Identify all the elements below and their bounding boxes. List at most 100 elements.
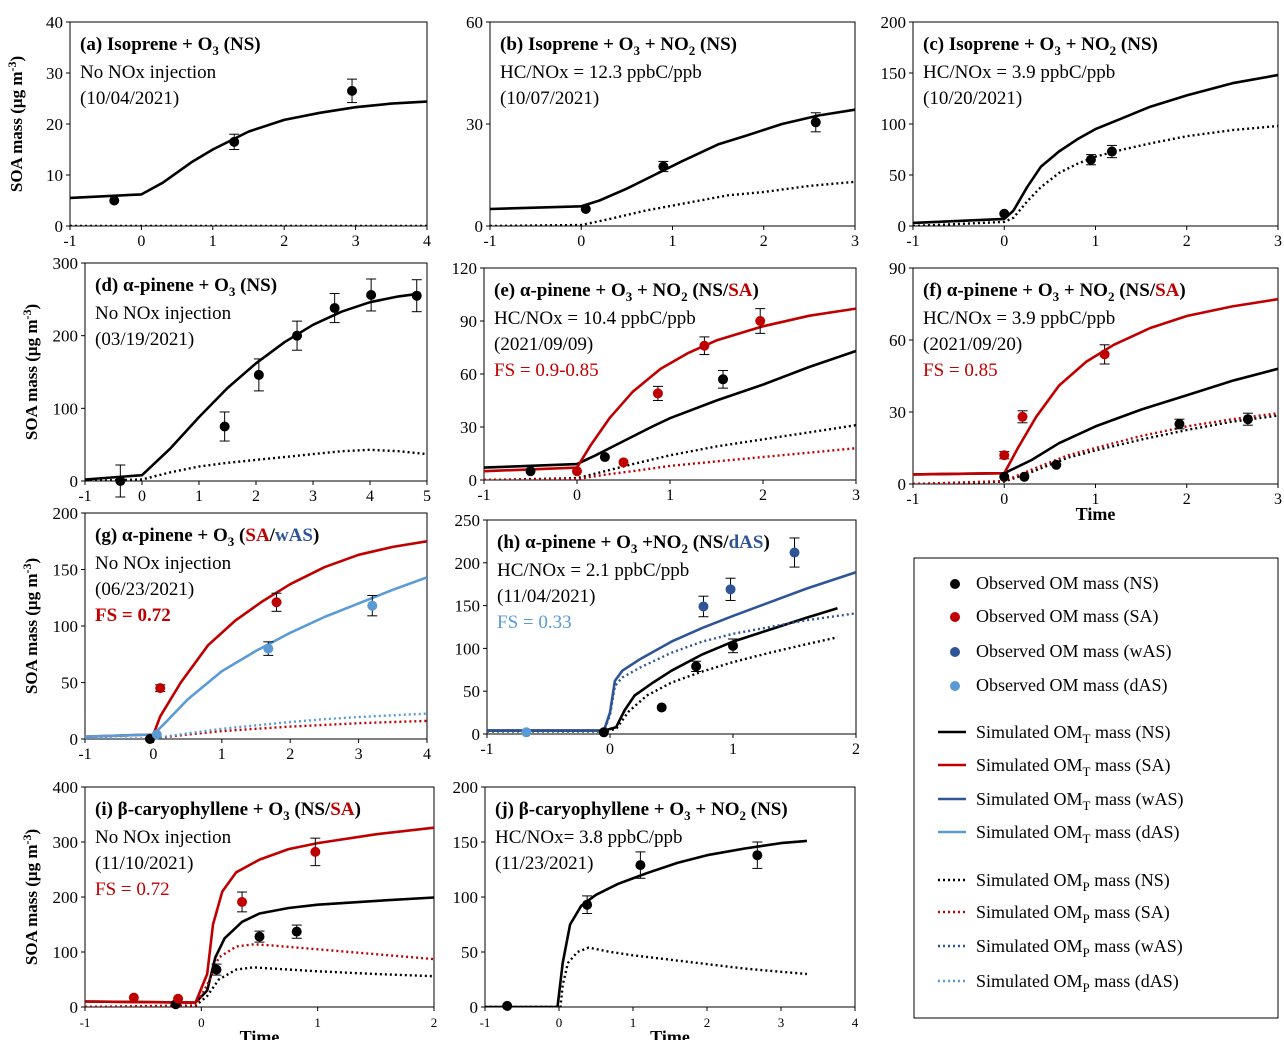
y-tick-label: 90	[460, 312, 477, 331]
legend-text: Observed OM mass (NS)	[976, 573, 1158, 594]
legend-text: Simulated OM	[976, 870, 1083, 890]
title-part: (a) Isoprene + O	[80, 34, 212, 55]
observed-point-NS	[1174, 419, 1185, 429]
title-part: +NO	[637, 532, 681, 553]
legend-sub: T	[1083, 798, 1091, 813]
y-tick-label: 0	[898, 217, 907, 236]
title-part: 3	[1053, 289, 1060, 304]
legend-label: Observed OM mass (wAS)	[976, 641, 1171, 662]
observed-point-SA	[1017, 411, 1028, 422]
y-label-sup: -3	[20, 310, 34, 320]
observed-point-NS	[728, 640, 738, 651]
observed-point-NS	[752, 850, 763, 861]
title-part: 2	[740, 808, 747, 823]
y-label-part: )	[22, 558, 41, 564]
observed-point-dAS	[263, 643, 274, 654]
legend-text: mass (wAS)	[1090, 936, 1183, 957]
x-tick-label: 2	[1183, 233, 1191, 250]
panel-note: (10/04/2021)	[80, 88, 179, 109]
observed-point-NS	[999, 208, 1010, 219]
legend-text: Simulated OM	[976, 755, 1083, 775]
observed-point-SA	[999, 450, 1010, 461]
panel-note: (11/23/2021)	[495, 853, 594, 874]
legend-text: mass (NS)	[1090, 722, 1170, 743]
y-tick-label: 50	[463, 682, 480, 701]
title-part: (	[234, 525, 245, 546]
simulated-T-NS-line	[85, 896, 434, 1004]
x-axis-label: Time	[1076, 504, 1116, 524]
x-tick-label: 1	[729, 741, 737, 758]
x-tick-label: 1	[669, 233, 677, 250]
legend-text: mass (SA)	[1090, 755, 1170, 776]
x-tick-label: 0	[138, 488, 146, 505]
simulated-P-NS-line	[485, 946, 808, 1007]
x-tick-label: 0	[1000, 233, 1008, 250]
observed-point-dAS	[367, 600, 378, 611]
legend-frame	[913, 557, 1279, 1019]
title-part: 3	[631, 541, 638, 556]
x-tick-label: 2	[759, 487, 767, 504]
title-part: + NO	[632, 280, 681, 301]
panel-title: (j) β-caryophyllene + O3 + NO2 (NS)	[495, 799, 788, 823]
simulated-T-NS-line	[484, 349, 856, 469]
y-tick-label: 100	[53, 943, 79, 962]
y-tick-label: 60	[466, 13, 483, 32]
legend-text: Simulated OM	[976, 722, 1083, 742]
simulated-P-NS-line	[484, 424, 856, 480]
legend-text: Observed OM mass (SA)	[976, 606, 1158, 627]
title-part: (NS/	[688, 532, 729, 553]
x-tick-label: -1	[480, 1015, 491, 1030]
simulated-P-NS-line	[487, 636, 838, 733]
title-part: (h) α-pinene + O	[497, 532, 631, 553]
x-tick-label: 0	[606, 741, 614, 758]
title-part: dAS	[729, 532, 764, 553]
y-label-part: SOA mass (μg m	[22, 320, 41, 441]
x-tick-label: 3	[851, 233, 859, 250]
title-part: 2	[681, 541, 688, 556]
legend-sub: P	[1083, 980, 1090, 995]
simulated-T-SA-line	[484, 307, 856, 473]
legend-text: mass (wAS)	[1090, 789, 1183, 810]
x-tick-label: 1	[195, 488, 203, 505]
panel-title: (b) Isoprene + O3 + NO2 (NS)	[500, 34, 737, 58]
panel-title: (d) α-pinene + O3 (NS)	[95, 275, 277, 299]
x-axis-label: Time	[650, 1027, 690, 1040]
legend-text: Simulated OM	[976, 902, 1083, 922]
observed-point-NS	[1051, 459, 1062, 470]
simulated-T-wAS-line	[487, 570, 856, 732]
x-tick-label: 1	[314, 1015, 321, 1030]
title-part: )	[753, 280, 759, 301]
observed-point-NS	[347, 85, 358, 96]
x-tick-label: 1	[1092, 233, 1100, 250]
y-tick-label: 200	[53, 888, 79, 907]
observed-point-wAS	[789, 547, 800, 558]
x-tick-label: 3	[1274, 491, 1282, 508]
panel-note: (03/19/2021)	[95, 329, 194, 350]
simulated-T-NS-line	[913, 73, 1278, 225]
legend-label: Observed OM mass (SA)	[976, 606, 1158, 627]
observed-point-NS	[810, 117, 821, 128]
simulated-T-dAS-line	[85, 576, 427, 738]
x-tick-label: 2	[852, 741, 860, 758]
title-part: 3	[228, 534, 235, 549]
legend-text: Simulated OM	[976, 936, 1083, 956]
panel-note: No NOx injection	[95, 827, 232, 848]
observed-point-NS	[718, 374, 729, 385]
y-tick-label: 0	[55, 217, 64, 236]
observed-point-NS	[1085, 154, 1096, 165]
y-axis-label: SOA mass (μg m-3)	[20, 558, 41, 694]
observed-point-SA	[618, 457, 629, 468]
observed-point-NS	[219, 421, 230, 432]
panel-note: No NOx injection	[95, 553, 232, 574]
panel-title: (f) α-pinene + O3 + NO2 (NS/SA)	[923, 280, 1186, 304]
legend-text: mass (NS)	[1090, 870, 1170, 891]
simulated-T-NS-line	[487, 606, 838, 732]
x-tick-label: 3	[355, 746, 363, 763]
y-tick-label: 100	[53, 399, 79, 418]
legend-label: Simulated OMT mass (SA)	[976, 755, 1170, 779]
title-part: (j) β-caryophyllene + O	[495, 799, 684, 820]
panel-title: (c) Isoprene + O3 + NO2 (NS)	[923, 34, 1158, 58]
y-label-sup: -3	[5, 62, 19, 72]
